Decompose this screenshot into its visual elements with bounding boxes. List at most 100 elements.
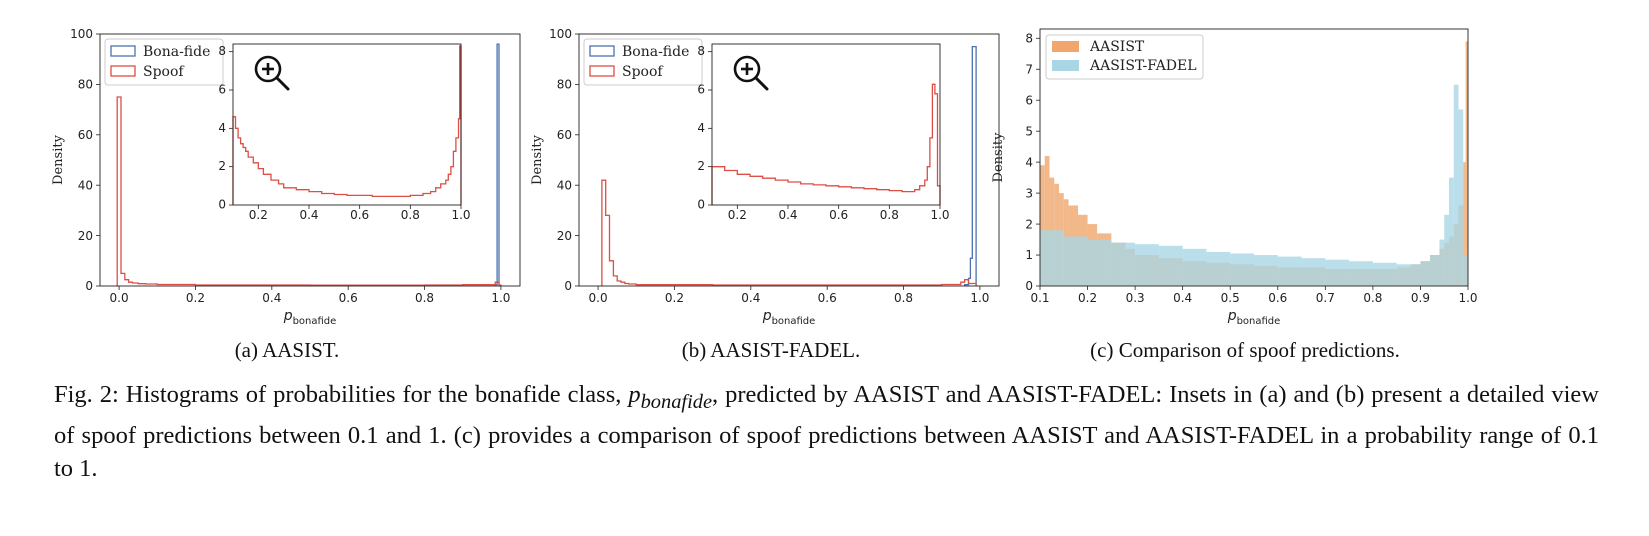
x-tick-label: 0.1 <box>1030 291 1049 305</box>
x-tick-label: 0.5 <box>1221 291 1240 305</box>
legend-box <box>1045 34 1204 80</box>
legend-label: Bona-fide <box>622 44 689 60</box>
y-tick-label: 60 <box>78 128 93 142</box>
y-tick-label: 20 <box>78 229 93 243</box>
legend-label: Spoof <box>622 64 664 80</box>
main-xtick: 1.0 <box>1458 286 1478 305</box>
bar <box>1277 256 1302 286</box>
caption-prefix: Fig. 2: Histograms of probabilities for … <box>54 381 629 408</box>
x-tick-label: 0.8 <box>880 208 899 222</box>
y-tick-label: 0 <box>564 279 572 293</box>
x-tick-label: 0.3 <box>1126 291 1145 305</box>
y-tick-label: 4 <box>218 121 226 135</box>
bar <box>1349 261 1373 286</box>
y-tick-label: 4 <box>1025 155 1033 169</box>
inset-xtick: 0.8 <box>401 205 420 222</box>
main-ytick: 1 <box>1025 248 1040 262</box>
y-tick-label: 0 <box>85 279 93 293</box>
chart-panel-c: 0.1 0.2 0.3 0.4 0.5 0.6 0.7 0.8 0.9 1.0012345678A… <box>991 28 1478 362</box>
main-ytick: 7 <box>1025 62 1040 76</box>
legend: Bona-fide Spoof <box>104 38 224 86</box>
bar <box>1372 262 1397 286</box>
x-axis-label-sub: bonafide <box>772 316 816 327</box>
main-ytick: 60 <box>557 128 579 142</box>
series-spoof <box>601 179 977 286</box>
main-xtick: 0.2 <box>1078 286 1097 305</box>
bar <box>1453 84 1459 286</box>
main-xtick: 0.4 <box>741 286 760 305</box>
inset-series-spoof <box>711 83 941 205</box>
x-tick-label: 1.0 <box>1458 291 1477 305</box>
main-xtick: 0.1 <box>1030 286 1050 305</box>
inset-ytick: 8 <box>218 44 233 58</box>
main-ytick: 4 <box>1025 155 1040 169</box>
inset-ytick: 6 <box>218 83 233 97</box>
main-ytick: 80 <box>557 78 579 92</box>
y-tick-label: 6 <box>218 83 226 97</box>
main-xtick: 0.0 <box>589 286 608 305</box>
series-aasist-fadel <box>1040 84 1468 286</box>
bar <box>1063 236 1088 286</box>
inset-series-spoof <box>232 45 462 205</box>
x-tick-label: 1.0 <box>930 208 949 222</box>
main-ytick: 100 <box>70 27 100 41</box>
main-ytick: 2 <box>1025 217 1040 231</box>
main-xtick: 1.0 <box>491 286 510 305</box>
figure-caption: Fig. 2: Histograms of probabilities for … <box>54 378 1599 485</box>
bar <box>1396 264 1421 286</box>
y-tick-label: 2 <box>1025 217 1033 231</box>
inset-frame <box>711 43 941 206</box>
bar <box>1087 239 1112 286</box>
inset-ytick: 4 <box>697 121 712 135</box>
main-ytick: 3 <box>1025 186 1040 200</box>
x-tick-label: 0.2 <box>728 208 747 222</box>
y-axis-label: Density <box>530 134 545 185</box>
inset-ytick: 6 <box>697 83 712 97</box>
y-tick-label: 8 <box>218 44 226 58</box>
inset-xtick: 0.2 <box>249 205 268 222</box>
bar <box>1465 41 1468 286</box>
chart-panel-a: 0.0 0.2 0.4 0.6 0.8 1.0020406080100Bona-fideS… <box>51 27 521 362</box>
y-tick-label: 40 <box>78 178 93 192</box>
axes-frame <box>99 33 521 287</box>
zoom-handle <box>754 76 769 91</box>
y-tick-label: 20 <box>557 229 572 243</box>
bar <box>1135 244 1159 286</box>
inset-area <box>712 44 940 205</box>
legend-swatch <box>1052 41 1079 52</box>
x-tick-label: 0.6 <box>339 291 358 305</box>
y-tick-label: 2 <box>218 159 226 173</box>
main-xtick: 0.2 <box>186 286 205 305</box>
legend-swatch <box>589 65 615 77</box>
legend-label: AASIST-FADEL <box>1089 58 1197 74</box>
y-tick-label: 4 <box>697 121 705 135</box>
x-axis-label-main: p <box>283 308 293 324</box>
y-tick-label: 100 <box>549 27 572 41</box>
legend: Bona-fide Spoof <box>583 38 703 86</box>
main-xtick: 0.6 <box>818 286 837 305</box>
main-xtick: 0.4 <box>1173 286 1192 305</box>
inset: 0.2 0.4 0.6 0.8 1.0 0 2 4 6 8 <box>218 43 471 222</box>
x-tick-label: 0.8 <box>894 291 913 305</box>
y-tick-label: 8 <box>697 44 705 58</box>
y-tick-label: 60 <box>557 128 572 142</box>
x-tick-label: 0.7 <box>1316 291 1335 305</box>
x-tick-label: 0.4 <box>741 291 760 305</box>
x-tick-label: 0.2 <box>186 291 205 305</box>
main-xtick: 0.7 <box>1316 286 1335 305</box>
x-tick-label: 0.8 <box>401 208 420 222</box>
x-tick-label: 1.0 <box>491 291 510 305</box>
y-tick-label: 80 <box>557 78 572 92</box>
main-ytick: 6 <box>1025 93 1040 107</box>
y-tick-label: 3 <box>1025 186 1033 200</box>
inset-xtick: 0.4 <box>778 205 798 222</box>
main-ytick: 0 <box>564 279 579 293</box>
bar <box>1444 214 1449 286</box>
series-spoof <box>116 96 502 286</box>
caption-variable: pbonafide <box>628 381 713 413</box>
x-tick-label: 0.6 <box>829 208 848 222</box>
x-tick-label: 0.6 <box>1268 291 1287 305</box>
bar <box>1420 261 1430 286</box>
bar <box>1044 155 1050 286</box>
zoom-lens <box>733 55 761 83</box>
